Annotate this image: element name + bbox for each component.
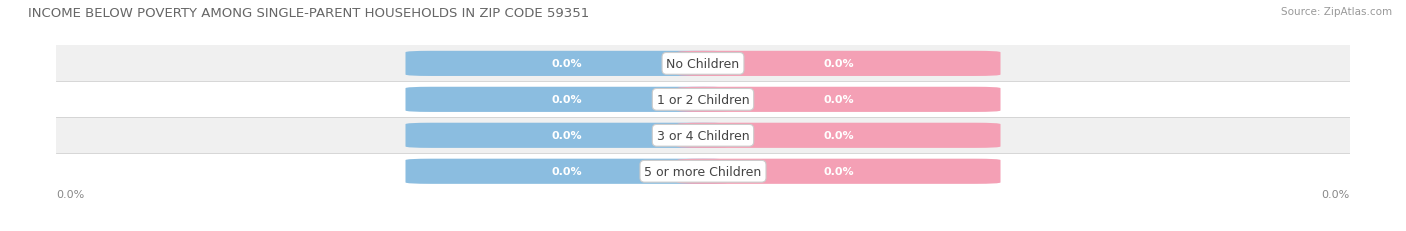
FancyBboxPatch shape <box>678 159 1001 184</box>
FancyBboxPatch shape <box>678 87 1001 112</box>
Text: 3 or 4 Children: 3 or 4 Children <box>657 129 749 142</box>
FancyBboxPatch shape <box>405 159 728 184</box>
Text: 0.0%: 0.0% <box>56 189 84 199</box>
Text: 0.0%: 0.0% <box>553 95 582 105</box>
Text: 5 or more Children: 5 or more Children <box>644 165 762 178</box>
Text: 0.0%: 0.0% <box>553 131 582 141</box>
Bar <box>56 154 1350 189</box>
Text: 0.0%: 0.0% <box>553 167 582 176</box>
FancyBboxPatch shape <box>678 123 1001 148</box>
Text: 0.0%: 0.0% <box>824 59 853 69</box>
Text: INCOME BELOW POVERTY AMONG SINGLE-PARENT HOUSEHOLDS IN ZIP CODE 59351: INCOME BELOW POVERTY AMONG SINGLE-PARENT… <box>28 7 589 20</box>
Text: 0.0%: 0.0% <box>824 131 853 141</box>
Bar <box>56 46 1350 82</box>
Text: Source: ZipAtlas.com: Source: ZipAtlas.com <box>1281 7 1392 17</box>
Text: 0.0%: 0.0% <box>553 59 582 69</box>
Bar <box>56 82 1350 118</box>
Text: 0.0%: 0.0% <box>824 167 853 176</box>
FancyBboxPatch shape <box>405 123 728 148</box>
Text: 0.0%: 0.0% <box>1322 189 1350 199</box>
Text: No Children: No Children <box>666 58 740 71</box>
Text: 0.0%: 0.0% <box>824 95 853 105</box>
FancyBboxPatch shape <box>678 52 1001 77</box>
FancyBboxPatch shape <box>405 52 728 77</box>
FancyBboxPatch shape <box>405 87 728 112</box>
Bar <box>56 118 1350 154</box>
Text: 1 or 2 Children: 1 or 2 Children <box>657 93 749 106</box>
